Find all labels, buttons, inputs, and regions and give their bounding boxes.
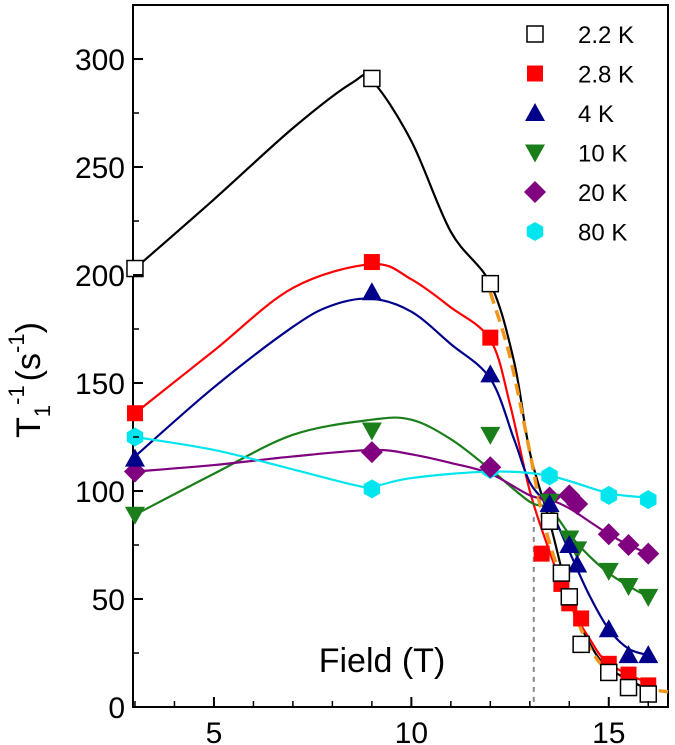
fit-curve-1 (134, 263, 649, 685)
data-point-s4-p5 (566, 492, 589, 515)
data-point-s0-p8 (619, 678, 638, 697)
fit-curve-2 (134, 297, 649, 657)
data-point-s2-p2 (480, 364, 501, 383)
y-tick-label-0: 0 (108, 692, 125, 725)
data-point-s2-p1 (361, 282, 382, 301)
data-point-s0-p2 (481, 274, 500, 293)
data-point-s3-p7 (618, 578, 639, 597)
legend: 2.2 K 2.8 K 4 K 10 K 20 K 80 K (524, 22, 634, 247)
data-point-s2-p4 (559, 535, 580, 553)
legend-label-5: 80 K (578, 220, 627, 247)
data-point-s5-p4 (600, 485, 618, 505)
x-tick-label-1: 10 (395, 717, 428, 745)
y-tick-label-2: 100 (75, 476, 125, 509)
legend-marker-2 (525, 103, 545, 121)
legend-label-1: 2.8 K (578, 62, 634, 89)
x-axis-title: Field (T) (319, 642, 446, 680)
axis-ticks: 0 50 100 150 200 250 300 5 10 15 (75, 44, 650, 745)
data-point-s0-p9 (639, 685, 658, 703)
data-point-s0-p3 (540, 512, 559, 530)
data-point-s3-p8 (638, 588, 659, 607)
y-tick-label-3: 150 (75, 368, 125, 401)
legend-marker-5 (526, 222, 544, 241)
legend-marker-0 (526, 25, 544, 43)
data-point-s0-p7 (600, 663, 618, 682)
data-point-s3-p6 (598, 562, 619, 581)
fit-curve-5 (134, 435, 649, 499)
data-point-s2-p0 (124, 448, 145, 467)
data-point-s5-p5 (640, 490, 657, 510)
y-tick-label-4: 200 (75, 260, 125, 293)
data-point-s2-p5 (567, 554, 588, 573)
data-point-s0-p1 (363, 69, 381, 88)
data-point-s5-p1 (363, 479, 381, 499)
data-point-s1-p2 (482, 329, 499, 346)
data-point-s0-p6 (572, 635, 590, 654)
data-point-s0-p0 (126, 259, 144, 278)
legend-label-0: 2.2 K (578, 22, 634, 49)
x-tick-label-2: 15 (592, 717, 625, 745)
legend-label-3: 10 K (578, 141, 627, 168)
data-point-s4-p6 (597, 523, 620, 546)
legend-marker-3 (525, 144, 545, 163)
x-tick-label-0: 5 (206, 717, 223, 745)
data-point-s0-p5 (560, 588, 579, 606)
data-point-s2-p8 (638, 645, 659, 664)
data-point-s3-p1 (361, 422, 382, 441)
data-point-s3-p0 (124, 506, 145, 525)
data-point-s3-p2 (480, 426, 501, 445)
legend-label-2: 4 K (578, 101, 614, 128)
data-point-s5-p3 (541, 466, 558, 486)
y-tick-label-1: 50 (92, 584, 125, 617)
y-tick-label-5: 250 (75, 152, 125, 185)
data-point-s4-p2 (479, 456, 502, 479)
data-point-s1-p1 (363, 254, 380, 271)
legend-marker-1 (527, 65, 543, 82)
data-markers (123, 69, 660, 703)
y-axis-title: T1-1(s-1) (4, 322, 55, 438)
data-point-s2-p7 (618, 645, 639, 664)
data-point-s2-p3 (539, 493, 560, 512)
plot-frame (132, 4, 669, 708)
data-point-s2-p6 (598, 619, 619, 638)
data-point-s1-p3 (533, 545, 550, 562)
data-point-s1-p8 (620, 666, 637, 683)
data-point-s4-p8 (637, 542, 660, 565)
legend-marker-4 (524, 181, 546, 203)
data-point-s0-p4 (552, 564, 571, 582)
data-point-s4-p1 (360, 441, 383, 464)
data-point-s1-p0 (126, 405, 143, 422)
data-point-s1-p6 (573, 610, 590, 627)
y-tick-label-6: 300 (75, 44, 125, 77)
legend-label-4: 20 K (578, 180, 627, 207)
data-point-s4-p7 (617, 534, 640, 556)
